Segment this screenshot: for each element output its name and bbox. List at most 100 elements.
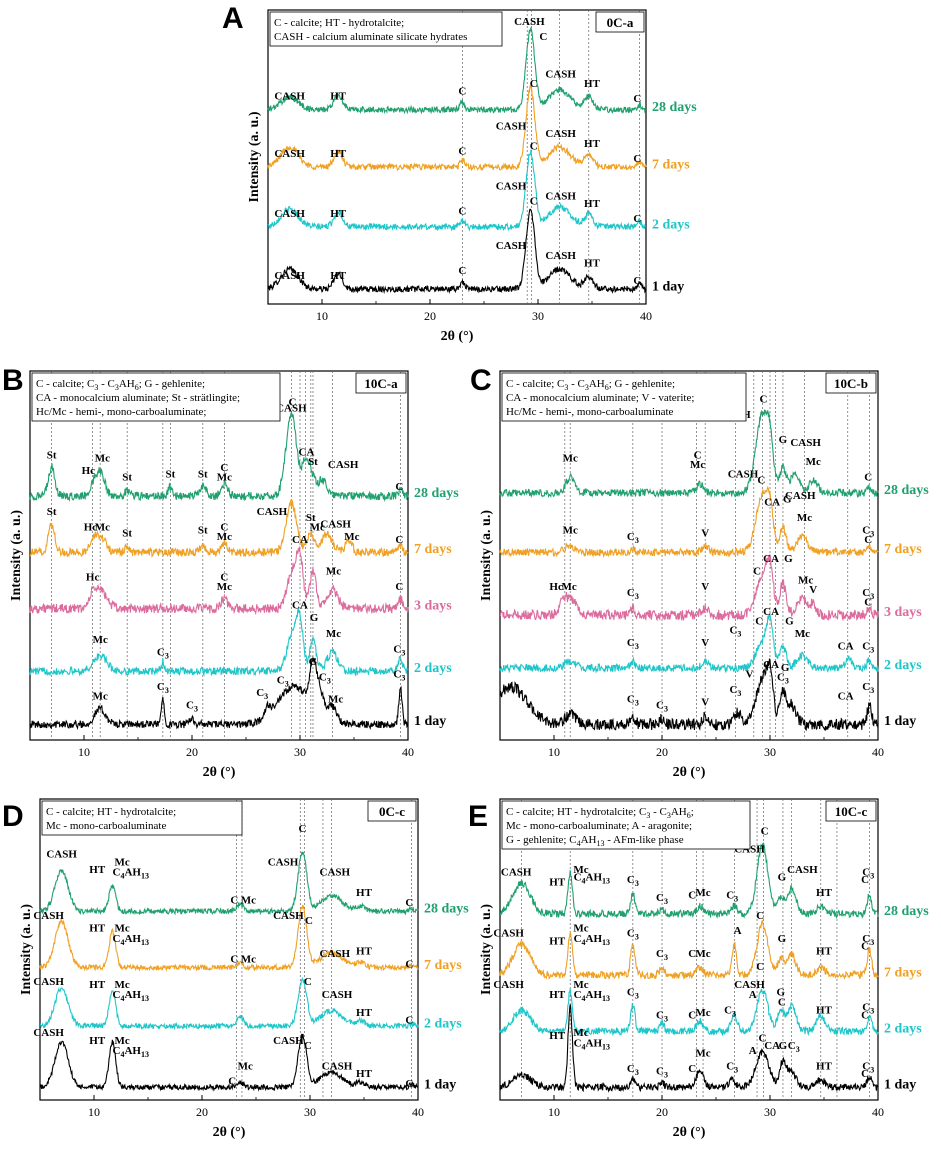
peak-label: C [864, 597, 872, 609]
series-label: 28 days [414, 486, 459, 501]
x-tick-label: 30 [294, 745, 306, 759]
peak-label: C3 [186, 700, 198, 714]
peak-label: C [458, 86, 466, 98]
sample-name: 10C-a [364, 376, 398, 391]
peak-label: HT [330, 208, 347, 220]
series-line-1-day [39, 1033, 419, 1092]
y-axis-label: Intensity (a. u.) [9, 510, 24, 601]
x-tick-label: 20 [656, 745, 668, 759]
series-line-28-days [267, 27, 646, 115]
sample-name: 10C-c [835, 804, 868, 819]
peak-label: CASH [274, 208, 305, 220]
peak-label: G [310, 612, 319, 624]
plot-frame [499, 370, 879, 741]
peak-label: Mc [695, 948, 710, 960]
series-line-1-day [499, 1004, 879, 1093]
series-line-7-days [499, 919, 879, 980]
peak-label: C3 [726, 889, 738, 903]
peak-label: St [47, 506, 57, 518]
peak-label: HT [356, 946, 373, 958]
peak-label: C [753, 565, 761, 577]
series-label: 28 days [884, 904, 929, 919]
peak-label: Mc [798, 575, 813, 587]
legend-entry: C - calcite; C3 - C3AH6; G - gehlenite; [36, 378, 205, 392]
peak-label: Mc [114, 856, 129, 868]
peak-label: C3 [157, 681, 169, 695]
peak-label: St [122, 471, 132, 483]
peak-label: CASH [276, 403, 307, 415]
peak-label: HT [549, 1030, 566, 1042]
peak-label: Mc [690, 459, 705, 471]
peak-label: C [688, 948, 696, 960]
peak-label: C3 [777, 672, 789, 686]
peak-label: CASH [33, 910, 64, 922]
peak-label: C4AH13 [112, 867, 148, 881]
series-line-28-days [39, 851, 419, 916]
sample-name: 0C-c [379, 804, 405, 819]
peak-label: HT [816, 887, 833, 899]
panel-letter: A [222, 2, 244, 35]
peak-label: CASH [320, 518, 351, 530]
peak-label: G [778, 872, 787, 884]
peak-label: HT [330, 148, 347, 160]
peak-label: C3 [277, 675, 289, 689]
peak-label: CASH [274, 148, 305, 160]
x-tick-label: 10 [548, 1105, 560, 1119]
peak-label: A [749, 989, 757, 1001]
peak-label: C [694, 450, 702, 462]
peak-label: C3 [726, 1060, 738, 1074]
peak-label: CASH [493, 928, 524, 940]
peak-label: C [395, 581, 403, 593]
peak-label: Mc [561, 581, 576, 593]
peak-label: Mc [93, 690, 108, 702]
peak-label: C [230, 953, 238, 965]
series-label: 2 days [414, 661, 452, 676]
peak-label: C3 [656, 700, 668, 714]
peak-label: St [122, 528, 132, 540]
x-tick-label: 10 [316, 309, 328, 323]
sample-box [355, 372, 407, 394]
peak-label: CASH [322, 989, 353, 1001]
series-line-7-days [267, 84, 647, 172]
peak-label: C [757, 475, 765, 487]
peak-label: HT [584, 138, 601, 150]
panel-a: A 10 20 30 40 2θ (°) Intensity (a. u.) 1 day 2 d… [222, 2, 697, 344]
legend-box [41, 800, 243, 836]
peak-label: C [530, 141, 538, 153]
legend-entry: G - gehlenite; C4AH13 - AFm-like phase [506, 834, 684, 848]
peak-label: Mc [238, 1060, 253, 1072]
peak-label: HT [549, 877, 566, 889]
x-tick-label: 40 [412, 1105, 424, 1119]
peak-label: C3 [656, 1065, 668, 1079]
sample-name: 10C-b [834, 376, 868, 391]
peak-label: HT [549, 935, 566, 947]
plot-frame [39, 798, 419, 1101]
series-label: 7 days [424, 958, 462, 973]
peak-label: CASH [320, 948, 351, 960]
series-line-28-days [499, 409, 879, 499]
plot-frame [29, 370, 409, 741]
peak-label: HT [356, 887, 373, 899]
peak-label: CASH [496, 240, 527, 252]
x-axis-label: 2θ (°) [673, 1125, 706, 1140]
peak-label: C3 [729, 684, 741, 698]
peak-label: C [304, 976, 312, 988]
peak-label: C [458, 205, 466, 217]
series-label: 1 day [884, 714, 916, 729]
peak-label: CASH [728, 468, 759, 480]
legend-box [501, 372, 747, 422]
series-line-2-days [39, 976, 419, 1031]
peak-label: C3 [157, 647, 169, 661]
peak-label: C [633, 275, 641, 287]
peak-label: HT [356, 1007, 373, 1019]
x-axis-label: 2θ (°) [673, 765, 706, 780]
peak-label: C [228, 1076, 236, 1088]
sample-box [367, 800, 417, 822]
sample-box [825, 800, 877, 822]
peak-label: CASH [496, 121, 527, 133]
peak-label: C3 [788, 1040, 800, 1054]
peak-label: C3 [627, 693, 639, 707]
series-line-2-days [267, 149, 647, 232]
x-tick-label: 40 [872, 745, 884, 759]
series-line-28-days [499, 842, 879, 920]
